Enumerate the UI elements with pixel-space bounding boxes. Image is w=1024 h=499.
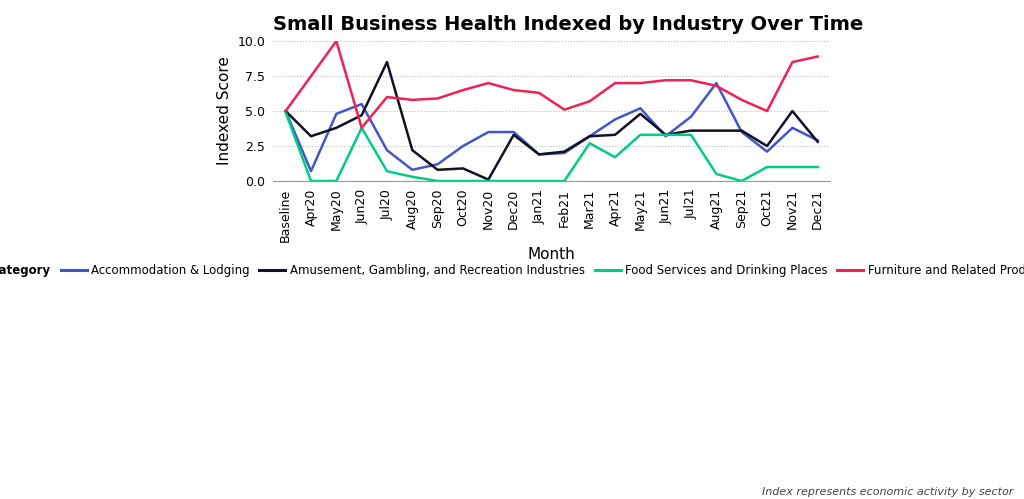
Text: Small Business Health Indexed by Industry Over Time: Small Business Health Indexed by Industr…	[273, 15, 863, 34]
Text: Index represents economic activity by sector: Index represents economic activity by se…	[763, 487, 1014, 497]
Legend: NAICS_Category, Accommodation & Lodging, Amusement, Gambling, and Recreation Ind: NAICS_Category, Accommodation & Lodging,…	[0, 259, 1024, 282]
Y-axis label: Indexed Score: Indexed Score	[217, 56, 231, 166]
X-axis label: Month: Month	[527, 248, 575, 262]
